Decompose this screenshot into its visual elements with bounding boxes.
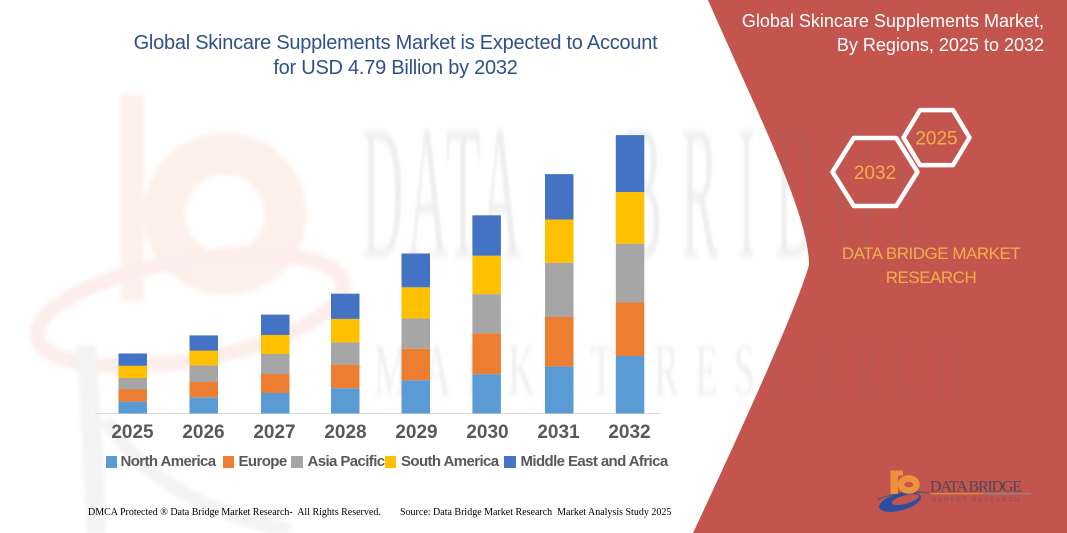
svg-text:MARKET RESEARCH: MARKET RESEARCH xyxy=(931,497,1021,504)
svg-text:2025: 2025 xyxy=(915,129,957,150)
svg-text:2032: 2032 xyxy=(854,163,896,184)
svg-text:DATA BRIDGE: DATA BRIDGE xyxy=(930,478,1021,495)
